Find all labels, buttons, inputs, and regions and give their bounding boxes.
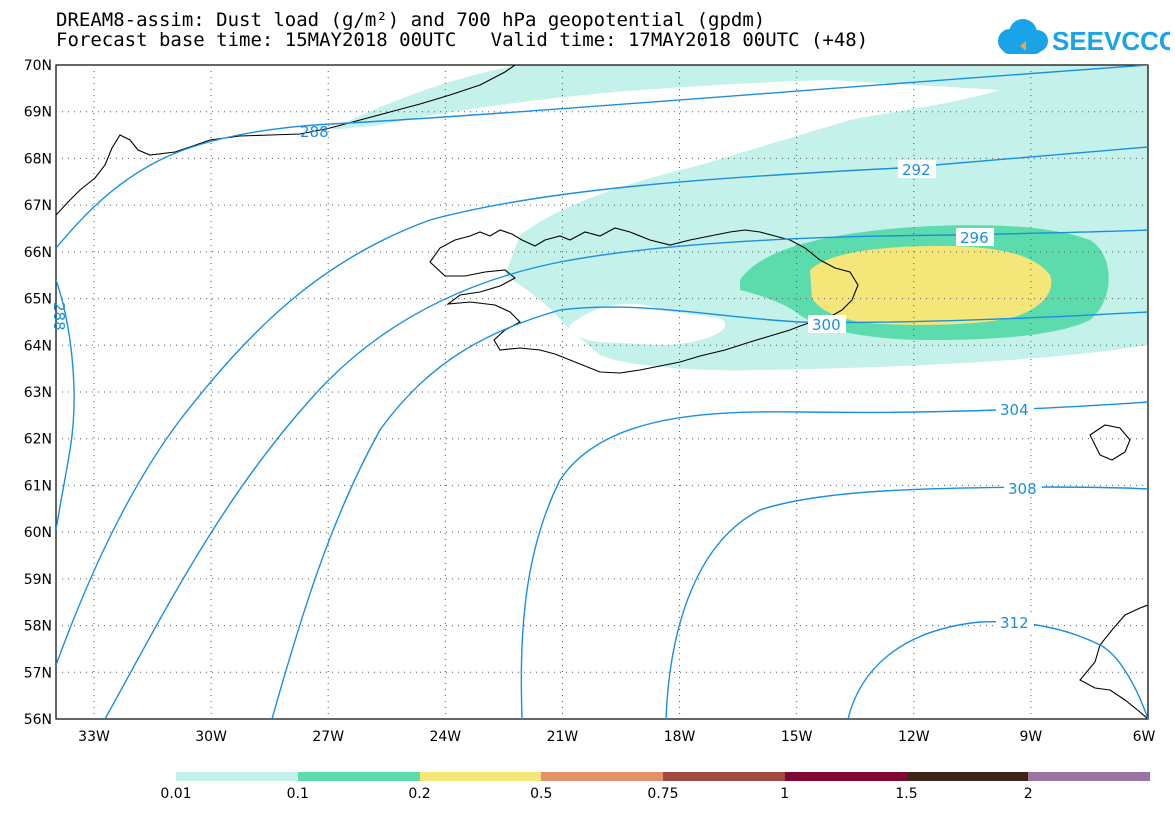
colorbar-swatch [176,772,298,781]
colorbar-label: 0.5 [530,786,553,802]
latitude-label: 61N [24,478,52,494]
colorbar-label: 1 [780,786,790,802]
latitude-labels: 70N 69N 68N 67N 66N 65N 64N 63N 62N 61N 60N 59N 58N 5… [24,58,52,728]
contour-label: 300 [812,316,841,334]
colorbar-label: 0.1 [286,786,309,802]
contour-label: 296 [960,229,989,247]
colorbar-swatch [297,772,420,781]
latitude-label: 63N [24,385,52,401]
greenland-coast [56,65,516,216]
longitude-label: 27W [312,729,344,745]
colorbar-swatch [663,772,785,781]
longitude-label: 12W [898,729,930,745]
colorbar-swatch [784,772,907,781]
colorbar-label: 1.5 [895,786,918,802]
contour-292 [56,146,1148,666]
longitude-label: 24W [429,729,461,745]
latitude-label: 62N [24,432,52,448]
latitude-label: 67N [24,198,52,214]
latitude-label: 70N [24,58,52,74]
latitude-label: 68N [24,151,52,167]
longitude-label: 21W [547,729,579,745]
dust-shading [330,65,1148,371]
colorbar-label: 0.01 [160,786,192,802]
contour-312 [847,621,1148,719]
longitude-label: 30W [195,729,227,745]
colorbar-swatch [906,772,1029,781]
logo-text: SEEVCCC [1052,26,1170,56]
contour-288 [56,65,1148,249]
colorbar-swatch [1028,772,1150,781]
longitude-labels: 33W 30W 27W 24W 21W 18W 15W 12W 9W 6W [78,729,1155,745]
graticule [56,65,1148,719]
colorbar-swatch [419,772,542,781]
dust-band-001-gap [569,303,726,345]
contour-label: 312 [1000,614,1029,632]
latitude-label: 59N [24,572,52,588]
contour-label: 304 [1000,401,1029,419]
longitude-label: 6W [1133,729,1156,745]
latitude-label: 60N [24,525,52,541]
longitude-label: 18W [664,729,696,745]
cloud-icon [998,19,1048,54]
latitude-label: 69N [24,105,52,121]
latitude-label: 65N [24,292,52,308]
longitude-label: 15W [781,729,813,745]
colorbar-label: 0.2 [408,786,431,802]
latitude-label: 57N [24,665,52,681]
contour-label: 292 [902,161,931,179]
colorbar-label: 2 [1023,786,1033,802]
latitude-label: 58N [24,619,52,635]
latitude-label: 56N [24,712,52,728]
longitude-label: 9W [1020,729,1043,745]
contour-label: 308 [1008,480,1037,498]
contour-300 [271,306,1148,719]
map-title-line1: DREAM8-assim: Dust load (g/m²) and 700 h… [56,9,766,31]
longitude-label: 33W [78,729,110,745]
faroe-coast [1089,424,1131,461]
latitude-label: 64N [24,338,52,354]
contour-308 [665,486,1148,719]
colorbar-swatch [541,772,663,781]
colorbar-label: 0.75 [647,786,679,802]
contour-labels: 288 288 292 296 300 304 308 312 [50,123,1042,632]
map-title-line2: Forecast base time: 15MAY2018 00UTC Vali… [56,29,869,51]
seevccc-logo: SEEVCCC [998,19,1170,56]
latitude-label: 66N [24,245,52,261]
dust-band-02 [810,246,1052,325]
scotland-coast [1079,604,1148,719]
contour-304 [520,401,1148,719]
contour-label: 288 [300,123,329,141]
contour-288-west [56,279,75,531]
colorbar [176,772,1150,781]
contour-label: 288 [50,302,68,331]
